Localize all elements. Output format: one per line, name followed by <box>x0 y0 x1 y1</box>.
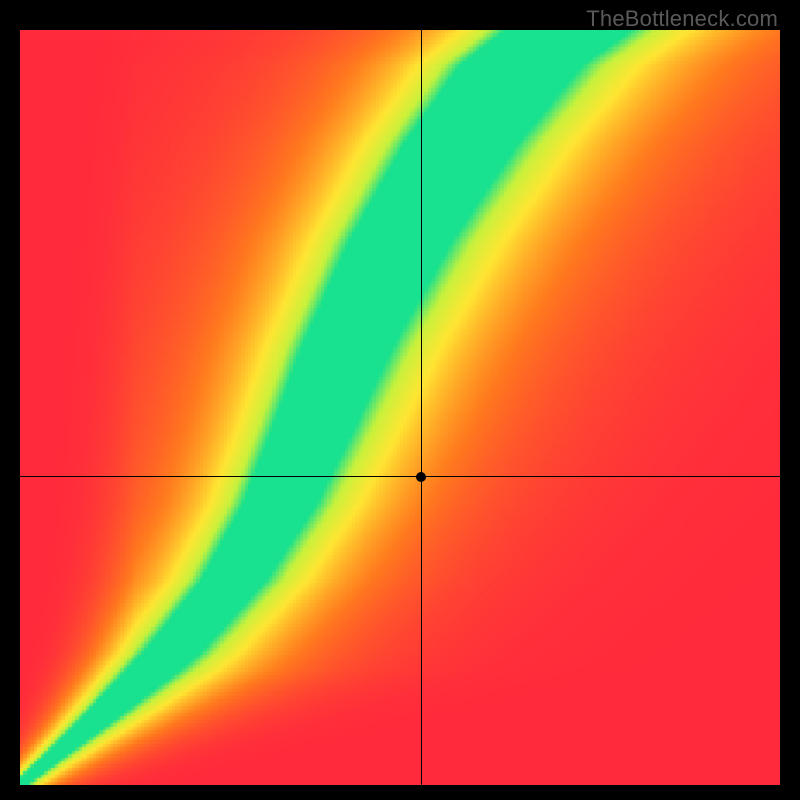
chart-container: TheBottleneck.com <box>0 0 800 800</box>
bottleneck-heatmap <box>20 30 780 785</box>
crosshair-horizontal <box>20 476 780 477</box>
crosshair-vertical <box>421 30 422 785</box>
watermark-text: TheBottleneck.com <box>586 6 778 32</box>
crosshair-marker-dot <box>416 472 426 482</box>
